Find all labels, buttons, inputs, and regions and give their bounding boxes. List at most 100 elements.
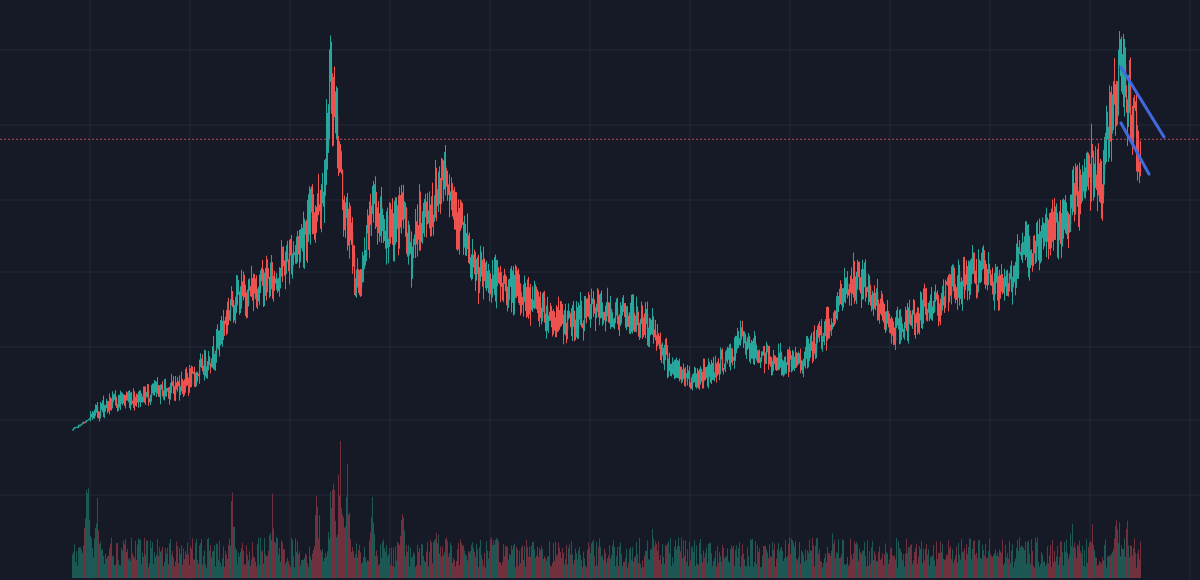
candle-body bbox=[986, 281, 988, 283]
volume-bar bbox=[1044, 560, 1045, 578]
candle-body bbox=[562, 311, 564, 319]
candle-body bbox=[322, 193, 324, 200]
volume-bar bbox=[533, 542, 534, 578]
candle-body bbox=[430, 209, 432, 226]
candle-body bbox=[164, 385, 166, 393]
candle-body bbox=[495, 271, 497, 296]
candle-body bbox=[708, 366, 710, 380]
volume-bar bbox=[137, 544, 138, 578]
candle-body bbox=[880, 305, 882, 311]
volume-bar bbox=[635, 556, 636, 578]
volume-bar bbox=[1023, 547, 1024, 578]
volume-bar bbox=[82, 552, 83, 578]
candle-body bbox=[930, 300, 932, 311]
candle-body bbox=[283, 261, 285, 266]
volume-bar bbox=[419, 548, 420, 578]
candle-body bbox=[109, 399, 111, 408]
volume-bar bbox=[201, 539, 202, 578]
candle-body bbox=[193, 371, 195, 374]
candle-body bbox=[622, 310, 624, 313]
volume-bar bbox=[350, 539, 351, 578]
volume-bar bbox=[933, 545, 934, 578]
volume-bar bbox=[943, 558, 944, 578]
volume-bar bbox=[139, 539, 140, 578]
candle-body bbox=[1090, 170, 1092, 184]
candle-body bbox=[928, 306, 930, 311]
volume-bar bbox=[1133, 548, 1134, 578]
volume-bar bbox=[656, 543, 657, 578]
candle-body bbox=[966, 275, 968, 280]
candle-body bbox=[1023, 246, 1025, 253]
candle-body bbox=[925, 301, 927, 303]
volume-bar bbox=[339, 495, 340, 578]
candle-body bbox=[987, 282, 989, 284]
volume-bar bbox=[440, 546, 441, 578]
volume-bar bbox=[431, 542, 432, 578]
volume-bar bbox=[969, 538, 970, 578]
candle-body bbox=[251, 281, 253, 292]
candle-body bbox=[408, 229, 410, 248]
volume-bar bbox=[740, 566, 741, 578]
candle-body bbox=[174, 387, 176, 394]
candle-body bbox=[726, 354, 728, 360]
candle-body bbox=[583, 323, 585, 327]
volume-bar bbox=[632, 547, 633, 578]
candle-body bbox=[1110, 115, 1112, 139]
volume-bar bbox=[467, 560, 468, 578]
volume-bar bbox=[644, 555, 645, 578]
candle-body bbox=[404, 214, 406, 218]
candle-body bbox=[517, 281, 519, 284]
candle-body bbox=[1139, 168, 1141, 170]
candle-body bbox=[729, 354, 731, 363]
candle-body bbox=[128, 397, 130, 399]
candle-body bbox=[382, 218, 384, 229]
volume-bar bbox=[766, 549, 767, 578]
candle-body bbox=[153, 387, 155, 391]
volume-bar bbox=[306, 554, 307, 578]
candle-body bbox=[1031, 254, 1033, 263]
volume-bar bbox=[463, 545, 464, 578]
volume-bar bbox=[169, 543, 170, 578]
candle-body bbox=[688, 371, 690, 378]
candle-body bbox=[1000, 278, 1002, 290]
volume-bar bbox=[978, 540, 979, 578]
candle-body bbox=[853, 270, 855, 293]
volume-bar bbox=[511, 545, 512, 578]
candle-body bbox=[581, 306, 583, 326]
volume-bar bbox=[781, 546, 782, 578]
volume-bar bbox=[686, 561, 687, 578]
candle-body bbox=[353, 253, 355, 262]
volume-bar bbox=[452, 562, 453, 578]
volume-bar bbox=[156, 554, 157, 578]
candle-body bbox=[463, 222, 465, 243]
candle-body bbox=[403, 200, 405, 218]
volume-bar bbox=[1072, 523, 1073, 578]
candle-body bbox=[694, 373, 696, 375]
volume-bar bbox=[1112, 552, 1113, 578]
candle-body bbox=[352, 231, 354, 262]
volume-bar bbox=[691, 547, 692, 578]
candle-body bbox=[321, 199, 323, 211]
candle-body bbox=[446, 171, 448, 185]
candle-body bbox=[114, 397, 116, 399]
candle-body bbox=[327, 125, 329, 147]
candle-body bbox=[359, 283, 361, 286]
volume-bar bbox=[909, 547, 910, 578]
volume-bar bbox=[514, 543, 515, 578]
volume-bar bbox=[1067, 552, 1068, 578]
volume-bar bbox=[719, 551, 720, 578]
volume-bar bbox=[460, 539, 461, 578]
candle-body bbox=[459, 212, 461, 232]
candle-body bbox=[563, 318, 565, 331]
volume-bar bbox=[1061, 541, 1062, 578]
candle-body bbox=[270, 274, 272, 291]
candle-body bbox=[877, 292, 879, 312]
candle-body bbox=[314, 216, 316, 224]
candle-body bbox=[424, 207, 426, 216]
volume-bar bbox=[187, 542, 188, 578]
candle-body bbox=[696, 374, 698, 383]
candle-body bbox=[418, 226, 420, 231]
candle-body bbox=[329, 76, 331, 111]
candle-body bbox=[1021, 252, 1023, 254]
candle-body bbox=[693, 374, 695, 376]
